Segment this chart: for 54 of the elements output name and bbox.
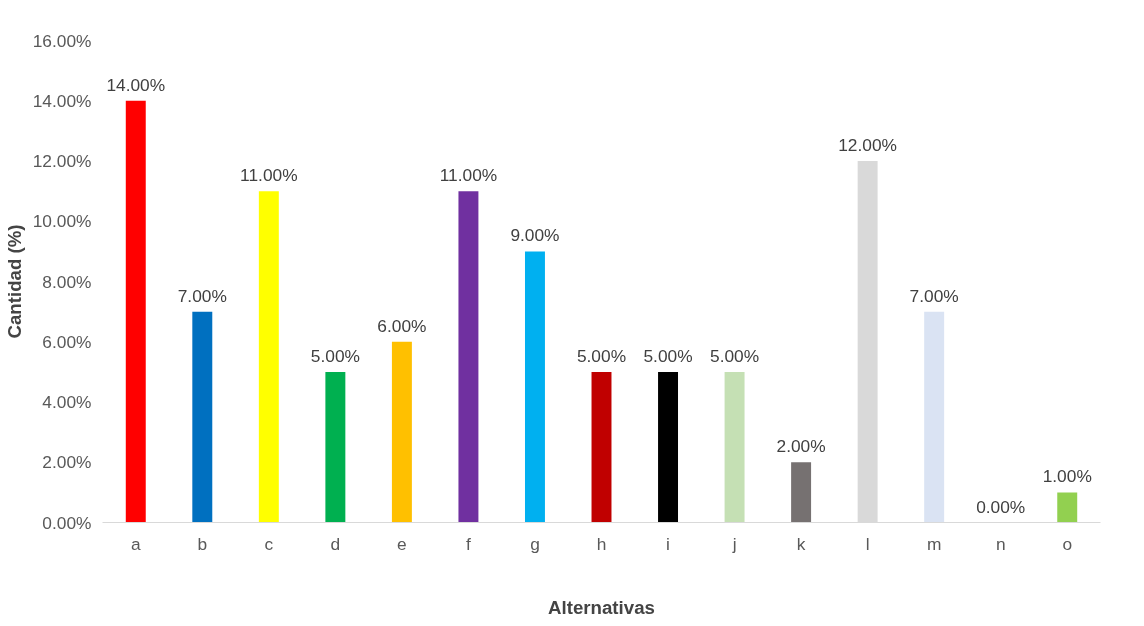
bar	[1057, 492, 1078, 523]
y-tick-label: 8.00%	[42, 271, 92, 292]
data-label: 9.00%	[510, 225, 560, 246]
bar	[391, 341, 412, 523]
y-tick-label: 0.00%	[42, 512, 92, 533]
data-label: 1.00%	[1042, 466, 1092, 487]
data-label: 11.00%	[240, 165, 298, 186]
x-tick-label: i	[666, 533, 670, 554]
data-label: 14.00%	[106, 74, 166, 95]
data-label: 11.00%	[439, 165, 498, 186]
y-tick-label: 12.00%	[32, 151, 92, 171]
x-tick-label: c	[264, 533, 274, 554]
bar	[724, 371, 745, 523]
x-tick-label: l	[865, 533, 870, 554]
x-tick-label: k	[796, 533, 806, 554]
x-axis-title: Alternativas	[548, 596, 655, 618]
y-axis-title: Cantidad (%)	[3, 224, 25, 339]
x-tick-label: a	[130, 533, 141, 554]
y-tick-label: 2.00%	[42, 452, 92, 473]
bar	[125, 100, 146, 523]
y-tick-label: 16.00%	[32, 30, 92, 51]
bar	[791, 462, 812, 523]
x-tick-label: n	[995, 533, 1006, 554]
bar	[524, 251, 545, 523]
x-tick-label: j	[731, 533, 737, 554]
data-label: 6.00%	[377, 315, 427, 336]
bar	[924, 311, 945, 523]
x-tick-label: h	[596, 533, 607, 554]
x-tick-label: b	[197, 533, 208, 554]
data-label: 5.00%	[576, 345, 627, 366]
data-label: 12.00%	[838, 135, 898, 155]
y-tick-label: 10.00%	[32, 211, 92, 232]
bar	[258, 191, 279, 523]
bar	[325, 371, 346, 523]
x-tick-label: d	[330, 533, 341, 554]
y-tick-label: 14.00%	[32, 90, 92, 111]
x-tick-label: o	[1062, 533, 1073, 554]
data-label: 7.00%	[177, 285, 227, 306]
data-label: 5.00%	[310, 345, 360, 366]
data-label: 0.00%	[976, 496, 1026, 517]
bar	[591, 371, 612, 523]
data-label: 2.00%	[776, 436, 826, 457]
x-tick-label: f	[466, 533, 472, 554]
data-label: 5.00%	[710, 345, 760, 366]
bar	[458, 191, 479, 523]
bar	[658, 371, 679, 523]
data-label: 5.00%	[643, 345, 693, 366]
data-label: 7.00%	[909, 285, 959, 306]
bar	[192, 311, 213, 523]
y-tick-label: 4.00%	[42, 392, 92, 412]
x-tick-label: e	[397, 533, 407, 554]
x-tick-label: m	[926, 533, 942, 554]
x-tick-label: g	[530, 533, 540, 554]
y-tick-label: 6.00%	[42, 331, 92, 352]
